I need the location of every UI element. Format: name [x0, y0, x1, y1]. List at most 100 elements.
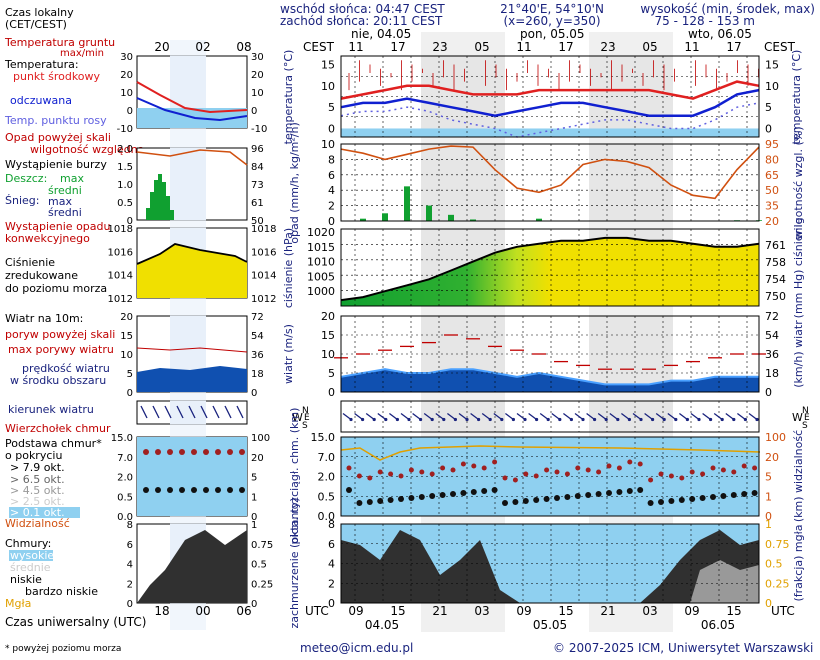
- legend-snow-max: max: [48, 195, 72, 208]
- mini-cloud-base: [227, 487, 233, 493]
- dir-e-r: E: [804, 413, 810, 423]
- mini-cloud-top: [179, 449, 185, 455]
- dir-n-r: N: [802, 406, 809, 416]
- wind-tick-r: 72: [765, 310, 779, 323]
- wind-axis-label-r: (km/h) wiatr: [792, 320, 805, 388]
- cloud-top-dot: [710, 465, 716, 471]
- wind-arrow-head: [697, 417, 701, 422]
- cloud-top-dot: [575, 465, 581, 471]
- cover-axis-label: zachmurzenie (oktanty): [288, 497, 301, 628]
- legend-max-min: max/min: [60, 48, 104, 59]
- hour-utc: 15: [558, 604, 573, 618]
- below-zero-fill: [341, 128, 759, 137]
- panel-bg: [341, 144, 759, 221]
- wind-tick: 20: [321, 310, 335, 323]
- fog-tick: 1: [765, 518, 772, 531]
- wind-arrow-head: [453, 417, 457, 422]
- mini-rain-bar: [158, 174, 162, 220]
- cover-tick: 2: [328, 577, 335, 590]
- legend-cloud-base: Podstawa chmur* o pokryciu: [5, 437, 102, 462]
- footer-email[interactable]: meteo@icm.edu.pl: [300, 641, 413, 655]
- mini-tick-l: 30: [120, 52, 133, 63]
- pressure-area: [341, 237, 759, 306]
- hum-tick: 35: [765, 200, 779, 213]
- mini-cloud-base: [203, 487, 209, 493]
- wind-tick: 0: [328, 386, 335, 399]
- temp-series-1: [340, 88, 760, 117]
- mini-tick-r: -10: [251, 124, 267, 135]
- legend-visibility: Widzialność: [5, 517, 70, 530]
- wind-arrow: [609, 412, 619, 421]
- cloud-base-dot: [387, 497, 394, 503]
- legend-ground-temp: Temperatura gruntu: [4, 36, 115, 49]
- cloud-top-dot: [450, 467, 456, 473]
- mini-tick-l: 15: [120, 331, 133, 342]
- wind-arrow-head: [604, 417, 608, 422]
- mini-tick-l: 2.0: [117, 144, 133, 155]
- legend-high-bg: [9, 550, 53, 561]
- mini-cloud-top: [155, 449, 161, 455]
- wind-arrow-head: [349, 417, 353, 422]
- mini-cloud-sky: [137, 437, 247, 516]
- legend-rain-mean: średni: [48, 184, 82, 197]
- mini-tick-l: 0: [127, 106, 133, 117]
- mini-tick-r: 50: [251, 216, 264, 227]
- hour-cest: 23: [432, 40, 447, 54]
- panel-frame: [340, 315, 760, 393]
- footer-copyright: © 2007-2025 ICM, Uniwersytet Warszawski: [553, 641, 813, 655]
- hour-cest: 05: [642, 40, 657, 54]
- wind-arrow: [505, 412, 514, 421]
- mini-tick-l: 1014: [108, 271, 133, 282]
- cloud-top-dot: [492, 459, 498, 465]
- cloud-base-dot: [574, 493, 581, 499]
- legend-max-gust: max porywy wiatru: [8, 343, 114, 356]
- mini-wind-arrow: [200, 405, 208, 419]
- temp-tick-r: 15: [765, 59, 779, 72]
- mini-tick-r: 1016: [251, 247, 276, 258]
- cloud-base-dot: [460, 490, 467, 496]
- wind-arrow-head: [407, 417, 411, 422]
- mini-wind-arrow: [176, 405, 184, 419]
- cover-tick: 4: [328, 558, 335, 571]
- mini-rain-bar: [162, 182, 166, 220]
- hum-axis-label: wilgotność wzgl. (%): [792, 127, 805, 240]
- cloud-base-dot: [502, 500, 508, 506]
- mini-cloud-top: [143, 449, 149, 455]
- wind-arrow-head: [720, 417, 724, 422]
- temp-axis-label: temperatura (°C): [282, 50, 295, 145]
- mini-cloud-base: [167, 487, 173, 493]
- mini-wind-arrow: [140, 405, 148, 419]
- cloud-tick: 0.0: [318, 510, 336, 523]
- cloud-base-dot: [481, 488, 488, 494]
- cloud-base-dot: [346, 487, 352, 493]
- dir-s: S: [302, 421, 308, 431]
- mini-hour-bottom: 06: [236, 604, 251, 618]
- press-tick-r: 758: [765, 256, 786, 269]
- press-tick: 1020: [307, 226, 335, 239]
- wind-area: [341, 369, 759, 392]
- mini-tick-l: 10: [120, 350, 133, 361]
- mini-cloud-top: [167, 449, 173, 455]
- vis-tick: 1: [765, 490, 772, 503]
- day-top: pon, 05.05: [520, 27, 585, 41]
- cest-label-r: CEST: [764, 40, 796, 54]
- wind-tick-r: 0: [765, 386, 772, 399]
- cloud-base-dot: [512, 499, 519, 505]
- vis-tick: 0: [765, 510, 772, 523]
- mini-cloud-top: [215, 449, 221, 455]
- mini-cloud-base: [191, 487, 197, 493]
- wind-arrow-head: [674, 417, 678, 422]
- press-axis-label-r: (mm Hg) ciśnienie: [792, 217, 805, 318]
- panel-bg: [341, 56, 759, 137]
- day-top: wto, 06.05: [688, 27, 752, 41]
- mini-wind-arrow: [212, 405, 220, 419]
- mini-hour-top: 20: [154, 40, 169, 54]
- cloud-top-dot: [502, 475, 508, 481]
- mini-tick-l: 0: [127, 216, 133, 227]
- mini-perceived-line: [136, 97, 248, 122]
- mini-tick-l: 0: [127, 599, 133, 610]
- cloud-base-dot: [720, 493, 727, 499]
- wind-arrow-head: [569, 417, 574, 422]
- vis-tick: 5: [765, 471, 772, 484]
- wind-arrow: [365, 412, 375, 421]
